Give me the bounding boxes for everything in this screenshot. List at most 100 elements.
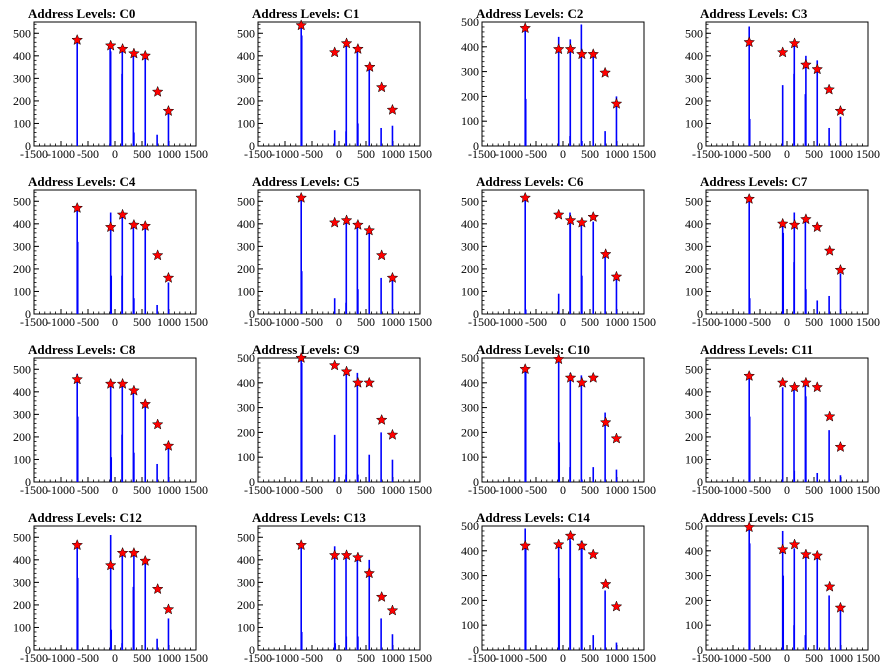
peak-marker [104,221,117,233]
y-tick-label: 200 [461,425,479,439]
y-tick-label: 300 [237,239,255,253]
plot-frame [257,525,421,651]
x-tick-label: -500 [525,651,547,665]
x-tick-label: 0 [560,315,566,329]
peak-marker [328,549,341,561]
y-tick-label: 100 [237,450,255,464]
y-tick-label: 400 [685,217,703,231]
peak-marker [834,601,847,613]
y-tick-label: 200 [685,430,703,444]
x-tick-label: -1500 [20,147,48,161]
y-tick-label: 0 [249,139,255,153]
chart-svg: Address Levels: C30100200300400500-1500-… [685,6,880,161]
peak-marker [328,46,341,58]
y-tick-label: 200 [685,593,703,607]
x-tick-label: -1000 [495,483,523,497]
peak-marker [328,216,341,228]
x-tick-label: -1000 [719,147,747,161]
chart-panel: Address Levels: C13 0 100 200 300 400 500 -1500… [224,504,448,672]
x-tick-label: 500 [805,315,823,329]
x-tick-label: 1500 [632,651,656,665]
peak-marker [139,398,152,410]
y-tick-label: 200 [13,598,31,612]
peak-marker [599,248,612,260]
peak-marker [610,600,623,612]
y-tick-label: 400 [685,385,703,399]
y-tick-label: 500 [237,194,255,208]
y-tick-label: 0 [697,475,703,489]
peak-marker [116,208,129,220]
x-tick-label: 1500 [856,483,880,497]
peak-marker [519,362,532,375]
y-tick-label: 500 [237,530,255,544]
chart-title: Address Levels: C11 [700,342,813,357]
peak-marker [139,554,152,566]
peak-marker [352,42,364,55]
peak-marker [128,384,140,396]
peak-marker [162,603,175,615]
peak-marker [564,214,577,226]
peak-marker [776,217,789,229]
chart-panel: Address Levels: C5 0 100 200 300 400 500 -1500-… [224,168,448,336]
y-tick-label: 300 [13,575,31,589]
chart-panel: Address Levels: C15 0 100 200 300 400 500 -1500… [672,504,896,672]
peak-marker [776,46,789,58]
x-tick-label: -1500 [692,147,720,161]
x-tick-label: -1500 [692,651,720,665]
chart-svg: Address Levels: C90100200300400500-1500-… [237,342,432,497]
x-tick-label: 1000 [381,483,405,497]
peak-marker [800,213,812,225]
peak-marker [599,416,612,428]
x-tick-label: 1500 [408,651,432,665]
y-tick-label: 500 [13,530,31,544]
peak-marker [139,219,152,232]
y-tick-label: 100 [461,618,479,632]
y-tick-label: 100 [685,116,703,130]
x-tick-label: 1000 [605,651,629,665]
peak-marker [788,381,801,393]
peak-marker [116,377,129,389]
x-tick-label: -1000 [719,315,747,329]
chart-svg: Address Levels: C11 0 100 200 300 400 500 -1500… [685,342,880,497]
y-tick-label: 0 [473,475,479,489]
y-tick-label: 300 [13,71,31,85]
peak-marker [823,580,836,592]
plot-frame [33,189,197,315]
x-tick-label: 0 [336,483,342,497]
y-tick-label: 500 [13,194,31,208]
y-tick-label: 200 [237,262,255,276]
peak-marker [599,66,611,78]
peak-marker [104,559,117,571]
peak-marker [363,376,376,388]
peak-marker [375,81,388,93]
x-tick-label: -1000 [495,147,523,161]
x-tick-label: 500 [357,483,375,497]
x-tick-label: 500 [133,147,151,161]
chart-panel: Address Levels: C14 0 100 200 300 400 500 -1500… [448,504,672,672]
x-tick-label: -1500 [692,483,720,497]
x-tick-label: 1500 [632,147,656,161]
peak-marker [386,428,399,440]
y-tick-label: 500 [13,362,31,376]
x-tick-label: 0 [336,651,342,665]
y-tick-label: 300 [237,401,255,415]
plot-frame [481,525,645,651]
x-tick-label: -500 [301,483,323,497]
chart-title: Address Levels: C14 [476,510,590,525]
x-tick-label: 0 [784,651,790,665]
chart-panel: Address Levels: C10 0 100 200 300 400 500 -1500… [448,336,672,504]
x-tick-label: -1000 [719,651,747,665]
x-tick-label: 1500 [632,315,656,329]
chart-panel: Address Levels: C6 0 100 200 300 400 500 -1500-… [448,168,672,336]
peak-marker [519,191,532,203]
y-tick-label: 200 [237,425,255,439]
x-tick-label: 1000 [157,315,181,329]
x-tick-label: 0 [784,315,790,329]
x-tick-label: 1000 [829,651,853,665]
peak-marker [788,37,801,49]
chart-panel: Address Levels: C11 0 100 200 300 400 500 -1500… [672,336,896,504]
y-tick-label: 400 [237,553,255,567]
x-tick-label: 0 [784,147,790,161]
x-tick-label: -1000 [47,315,75,329]
x-tick-label: 500 [805,651,823,665]
